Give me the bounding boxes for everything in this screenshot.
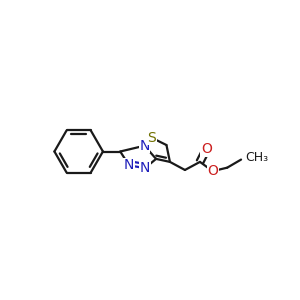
Text: O: O	[207, 164, 218, 178]
Text: N: N	[124, 158, 134, 172]
Text: S: S	[147, 130, 156, 145]
Text: N: N	[140, 161, 150, 175]
Text: CH₃: CH₃	[245, 151, 268, 164]
Text: O: O	[201, 142, 212, 156]
Text: N: N	[139, 139, 150, 153]
